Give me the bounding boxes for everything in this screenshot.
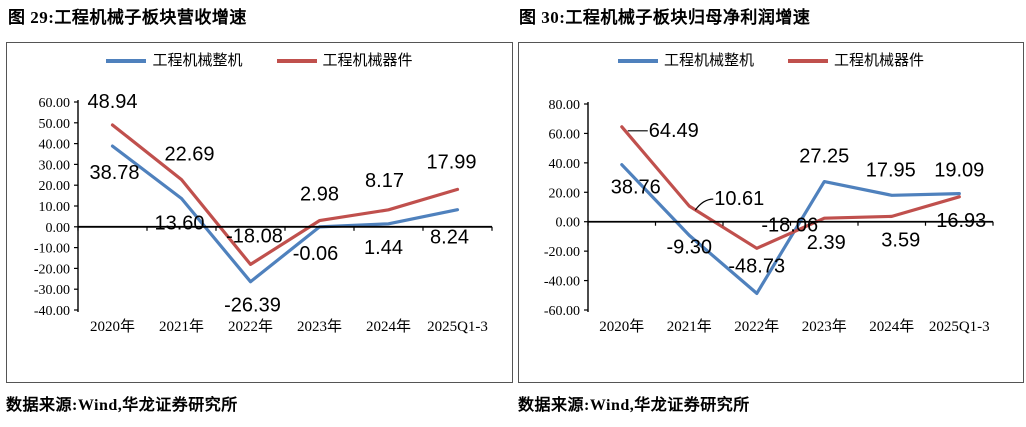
y-tick-label: 40.00 <box>549 157 581 172</box>
x-category-label: 2022年 <box>734 318 779 335</box>
x-category-label: 2023年 <box>297 318 342 335</box>
series-line-component <box>620 125 961 250</box>
y-tick-label: -20.00 <box>34 262 70 277</box>
x-category-label: 2021年 <box>159 318 204 335</box>
y-tick-label: -40.00 <box>544 275 580 290</box>
data-label: 13.60 <box>154 213 204 235</box>
y-tick-label: 20.00 <box>549 186 581 201</box>
legend-item-component: 工程机械器件 <box>788 52 924 70</box>
x-category-label: 2024年 <box>366 318 411 335</box>
net-profit-growth-line-chart: 80.00 60.00 40.00 20.00 0.00 -20.00 -40.00 -60.… <box>544 98 994 335</box>
data-label: 2.39 <box>807 232 846 254</box>
figure-30-title: 图 30:工程机械子板块归母净利润增速 <box>519 8 811 27</box>
data-label: 38.78 <box>89 162 139 184</box>
revenue-growth-line-chart: 60.00 50.00 40.00 30.00 20.00 10.00 0.00 -10.00… <box>34 91 493 335</box>
legend-item-component: 工程机械器件 <box>276 52 413 70</box>
machine-line-swatch <box>106 59 147 63</box>
component-line-swatch <box>276 59 317 63</box>
x-category-label: 2024年 <box>869 318 914 335</box>
x-category-label: 2020年 <box>599 318 644 335</box>
figure-29-title: 图 29:工程机械子板块营收增速 <box>8 8 247 27</box>
legend-label-machine: 工程机械整机 <box>663 53 754 69</box>
legend-item-machine: 工程机械整机 <box>617 52 754 70</box>
y-tick-label: 60.00 <box>39 96 71 111</box>
data-label: 1.44 <box>364 237 403 259</box>
label-leader-line <box>694 198 714 211</box>
x-category-label: 2021年 <box>667 318 712 335</box>
figure-30-source: 数据来源:Wind,华龙证券研究所 <box>518 397 750 414</box>
figure-29-source: 数据来源:Wind,华龙证券研究所 <box>6 397 238 414</box>
y-tick-label: 0.00 <box>46 221 71 236</box>
data-label: 17.99 <box>426 151 476 173</box>
y-tick-label: 0.00 <box>556 216 581 231</box>
legend-item-machine: 工程机械整机 <box>106 52 243 70</box>
y-tick-label: -40.00 <box>34 304 70 319</box>
series-line-component <box>110 123 460 266</box>
figure-30-panel: 工程机械整机 工程机械器件 80.00 60.00 40.00 20.00 0.00 -2… <box>518 42 1024 383</box>
data-label: 27.25 <box>799 146 849 168</box>
y-tick-label: 40.00 <box>39 138 71 153</box>
data-label: 48.94 <box>87 91 137 113</box>
x-category-label: 2025Q1-3 <box>427 319 488 335</box>
data-label: 16.93 <box>936 210 986 232</box>
data-label: -26.39 <box>224 295 281 317</box>
legend-label-machine: 工程机械整机 <box>152 53 243 69</box>
machine-line-swatch <box>617 59 658 63</box>
component-line-swatch <box>788 59 828 63</box>
y-tick-label: 20.00 <box>39 179 71 194</box>
y-tick-label: -30.00 <box>34 283 70 298</box>
y-tick-label: -10.00 <box>34 242 70 257</box>
x-category-label: 2020年 <box>90 318 135 335</box>
data-label: 38.76 <box>611 177 661 199</box>
y-tick-label: 30.00 <box>39 158 71 173</box>
data-label: 22.69 <box>164 144 214 166</box>
series-line-machine <box>110 144 460 284</box>
data-label: -9.30 <box>666 236 712 258</box>
x-category-label: 2022年 <box>228 318 273 335</box>
data-label: 2.98 <box>300 184 339 206</box>
x-category-label: 2025Q1-3 <box>929 319 990 335</box>
data-label: 17.95 <box>866 159 916 181</box>
figure-29-legend: 工程机械整机 工程机械器件 <box>7 52 512 70</box>
x-category-label: 2023年 <box>802 318 847 335</box>
y-tick-label: 80.00 <box>549 98 581 113</box>
data-label: 8.24 <box>430 227 469 249</box>
data-label: 64.49 <box>649 120 699 142</box>
legend-label-component: 工程机械器件 <box>322 53 413 69</box>
data-label: 10.61 <box>714 188 764 210</box>
data-label: -0.06 <box>293 243 339 265</box>
data-label: 19.09 <box>934 160 984 182</box>
legend-label-component: 工程机械器件 <box>834 53 925 69</box>
data-label: -48.73 <box>728 255 785 277</box>
figure-29-panel: 工程机械整机 工程机械器件 60.00 50.00 40.00 30.00 20.00 1… <box>6 42 513 383</box>
y-tick-label: -60.00 <box>544 304 580 319</box>
data-label: -18.06 <box>761 214 818 236</box>
y-tick-label: 10.00 <box>39 200 71 215</box>
series-line-machine <box>620 163 961 295</box>
y-tick-label: 60.00 <box>549 127 581 142</box>
data-label: 3.59 <box>881 229 920 251</box>
data-label: -18.08 <box>226 225 283 247</box>
data-label: 8.17 <box>365 170 404 192</box>
figure-30-legend: 工程机械整机 工程机械器件 <box>519 52 1023 70</box>
y-tick-label: 50.00 <box>39 117 71 132</box>
y-tick-label: -20.00 <box>544 245 580 260</box>
